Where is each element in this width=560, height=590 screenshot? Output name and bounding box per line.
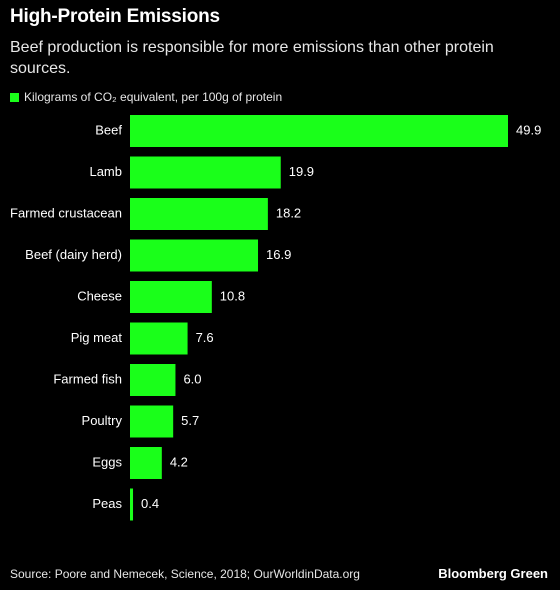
value-label: 6.0 — [183, 371, 201, 386]
category-label: Beef (dairy herd) — [25, 247, 122, 262]
chart-title: High-Protein Emissions — [10, 6, 220, 27]
bar — [130, 322, 188, 355]
bar-chart: Beef 49.9 Lamb 19.9 Farmed crustacean 18.2 Bee… — [10, 115, 541, 521]
source-note: Source: Poore and Nemecek, Science, 2018… — [10, 567, 360, 581]
category-label: Farmed crustacean — [10, 205, 122, 220]
value-label: 16.9 — [266, 247, 291, 262]
bar — [130, 115, 508, 147]
value-label: 19.9 — [289, 164, 314, 179]
category-label: Peas — [92, 496, 122, 511]
brand-logo: Bloomberg Green — [438, 566, 548, 581]
bar — [130, 281, 212, 313]
category-label: Cheese — [77, 288, 122, 303]
category-label: Poultry — [82, 413, 123, 428]
value-label: 49.9 — [516, 122, 541, 137]
chart-subtitle: Beef production is responsible for more … — [10, 39, 494, 77]
value-label: 4.2 — [170, 454, 188, 469]
bar — [130, 239, 259, 272]
bar — [130, 364, 176, 396]
category-label: Farmed fish — [53, 371, 122, 386]
legend-label: Kilograms of CO₂ equivalent, per 100g of… — [24, 90, 283, 104]
category-label: Eggs — [92, 454, 122, 469]
bar — [130, 447, 162, 479]
bar — [130, 156, 281, 189]
bar — [130, 198, 268, 230]
value-label: 0.4 — [141, 496, 159, 511]
category-label: Beef — [95, 122, 122, 137]
value-label: 10.8 — [220, 288, 245, 303]
category-label: Pig meat — [71, 330, 123, 345]
value-label: 5.7 — [181, 413, 199, 428]
legend: Kilograms of CO₂ equivalent, per 100g of… — [10, 90, 282, 104]
legend-swatch — [10, 92, 19, 102]
bar — [130, 405, 174, 438]
value-label: 18.2 — [276, 205, 301, 220]
value-label: 7.6 — [196, 330, 214, 345]
bar — [130, 488, 134, 521]
category-label: Lamb — [89, 164, 122, 179]
